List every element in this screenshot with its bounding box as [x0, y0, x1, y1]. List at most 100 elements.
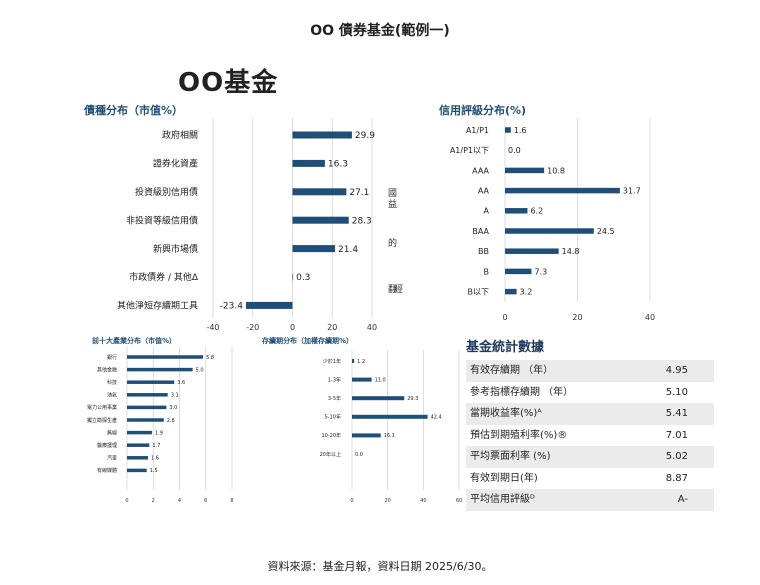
- industry-category-label: 醫療護理: [97, 442, 117, 449]
- industry-bar: [127, 393, 168, 397]
- industry-value-label: 1.5: [150, 468, 158, 474]
- bond-type-category-label: 證券化資產: [153, 158, 198, 170]
- industry-category-label: 銀行: [107, 354, 117, 361]
- credit-rating-tick-label: 0: [502, 313, 507, 322]
- credit-rating-category-label: BB: [478, 247, 489, 256]
- credit-rating-category-label: AA: [478, 186, 490, 195]
- stat-value: 7.01: [665, 429, 688, 441]
- industry-bar: [127, 355, 204, 359]
- credit-rating-bar: [505, 288, 517, 295]
- duration-value-label: 16.1: [384, 433, 395, 439]
- industry-category-label: 電力公用事業: [87, 404, 117, 411]
- credit-rating-tick-label: 40: [645, 313, 655, 322]
- bond-type-tick-label: 0: [290, 323, 295, 332]
- credit-rating-value-label: 24.5: [597, 227, 615, 236]
- stat-label: 參考指標存續期 （年）: [470, 386, 574, 398]
- bond-type-category-label: 投資級別信用債: [135, 186, 198, 198]
- fund-stats-table: 基金統計數據 有效存續期 （年） 4.95 參考指標存續期 （年） 5.10 當期收…: [466, 338, 714, 511]
- industry-category-label: 汽車: [107, 455, 117, 462]
- industry-bar: [127, 468, 147, 473]
- page-title: OO 債券基金(範例一): [310, 23, 450, 39]
- industry-category-label: 科技: [107, 379, 117, 386]
- credit-rating-category-label: BAA: [472, 227, 489, 236]
- credit-rating-chart-title: 信用評級分布(%): [439, 104, 527, 117]
- duration-category-label: 1-3年: [328, 376, 341, 383]
- bond-type-value-label: 27.1: [349, 188, 369, 198]
- industry-value-label: 1.9: [155, 430, 163, 436]
- industry-category-label: 無線: [107, 429, 117, 436]
- duration-tick-label: 0: [350, 498, 353, 504]
- stat-label: 平均信用評級ᴰ: [470, 494, 535, 505]
- credit-rating-value-label: 31.7: [623, 186, 641, 195]
- stat-label: 平均票面利率 (%): [470, 451, 551, 462]
- duration-chart-title: 存續期分布（加權存續期%）: [262, 337, 354, 345]
- stat-label: 有效存續期 （年）: [470, 365, 554, 376]
- industry-value-label: 3.1: [171, 393, 179, 399]
- duration-tick-label: 20: [384, 498, 390, 504]
- stat-row: 平均票面利率 (%) 5.02: [466, 446, 714, 468]
- stat-value: 5.41: [665, 408, 688, 419]
- duration-category-label: 20年以上: [320, 451, 341, 458]
- stat-row: 當期收益率(%)ᴬ 5.41: [466, 403, 714, 425]
- bond-type-tick-label: -20: [246, 323, 259, 332]
- bond-type-bar: [292, 273, 294, 281]
- credit-rating-bar: [505, 268, 532, 275]
- industry-category-label: 獨立勘探生產: [87, 417, 117, 424]
- industry-value-label: 5.0: [196, 367, 204, 373]
- bond-type-value-label: 28.3: [352, 216, 372, 226]
- credit-rating-value-label: 0.0: [508, 146, 521, 155]
- industry-bar: [127, 430, 152, 435]
- credit-rating-bar: [505, 248, 559, 254]
- duration-bar: [352, 414, 428, 419]
- industry-tick-label: 8: [230, 498, 233, 504]
- credit-rating-tick-label: 20: [572, 313, 582, 322]
- bond-type-tick-label: 20: [327, 323, 337, 332]
- industry-category-label: 其他金融: [97, 366, 117, 373]
- industry-value-label: 2.8: [167, 418, 175, 424]
- duration-bar: [352, 377, 372, 382]
- duration-bar: [352, 359, 355, 363]
- stat-label: 當期收益率(%)ᴬ: [470, 408, 542, 419]
- bond-type-bar: [292, 131, 352, 139]
- credit-rating-bar: [505, 187, 620, 194]
- duration-category-label: 10-20年: [321, 432, 341, 439]
- credit-rating-value-label: 14.8: [562, 247, 580, 256]
- industry-category-label: 油氣: [107, 392, 117, 399]
- duration-value-label: 29.3: [407, 396, 418, 402]
- bond-type-value-label: 29.9: [355, 131, 375, 141]
- bond-type-category-label: 非投資等級信用債: [126, 214, 198, 226]
- bond-type-value-label: 16.3: [328, 160, 348, 170]
- credit-rating-value-label: 3.2: [520, 287, 533, 296]
- duration-category-label: 3-5年: [328, 395, 341, 402]
- credit-rating-bar: [505, 167, 545, 174]
- industry-tick-label: 4: [178, 498, 181, 504]
- fund-stats-title: 基金統計數據: [466, 340, 545, 355]
- industry-value-label: 1.6: [151, 456, 159, 462]
- duration-tick-label: 60: [456, 498, 462, 504]
- credit-rating-category-label: AAA: [472, 166, 489, 175]
- bond-type-category-label: 政府相關: [162, 129, 198, 141]
- industry-bar: [127, 405, 167, 410]
- credit-rating-bar: [505, 228, 594, 234]
- credit-rating-bar: [505, 208, 528, 214]
- duration-value-label: 11.0: [375, 377, 386, 383]
- duration-category-label: 5-10年: [325, 414, 341, 421]
- bond-type-bar: [292, 159, 325, 167]
- industry-tick-label: 2: [152, 498, 155, 504]
- bond-type-value-label: -23.4: [220, 302, 244, 312]
- duration-category-label: 少於1年: [323, 358, 341, 365]
- note-char: 經: [394, 285, 404, 295]
- note-char: 國: [388, 189, 398, 199]
- credit-rating-category-label: B: [484, 267, 490, 276]
- stat-value: 5.10: [665, 386, 688, 398]
- note-char: 益: [388, 200, 398, 210]
- stat-row: 平均信用評級ᴰ A-: [466, 489, 714, 511]
- industry-value-label: 1.7: [152, 443, 160, 449]
- stat-row: 預估到期殖利率(%)® 7.01: [466, 425, 714, 447]
- bond-type-bar: [245, 301, 293, 309]
- bond-type-category-label: 新興市場債: [153, 243, 198, 255]
- bond-type-category-label: 市政債券 / 其他Δ: [129, 271, 199, 283]
- industry-value-label: 5.8: [206, 355, 214, 361]
